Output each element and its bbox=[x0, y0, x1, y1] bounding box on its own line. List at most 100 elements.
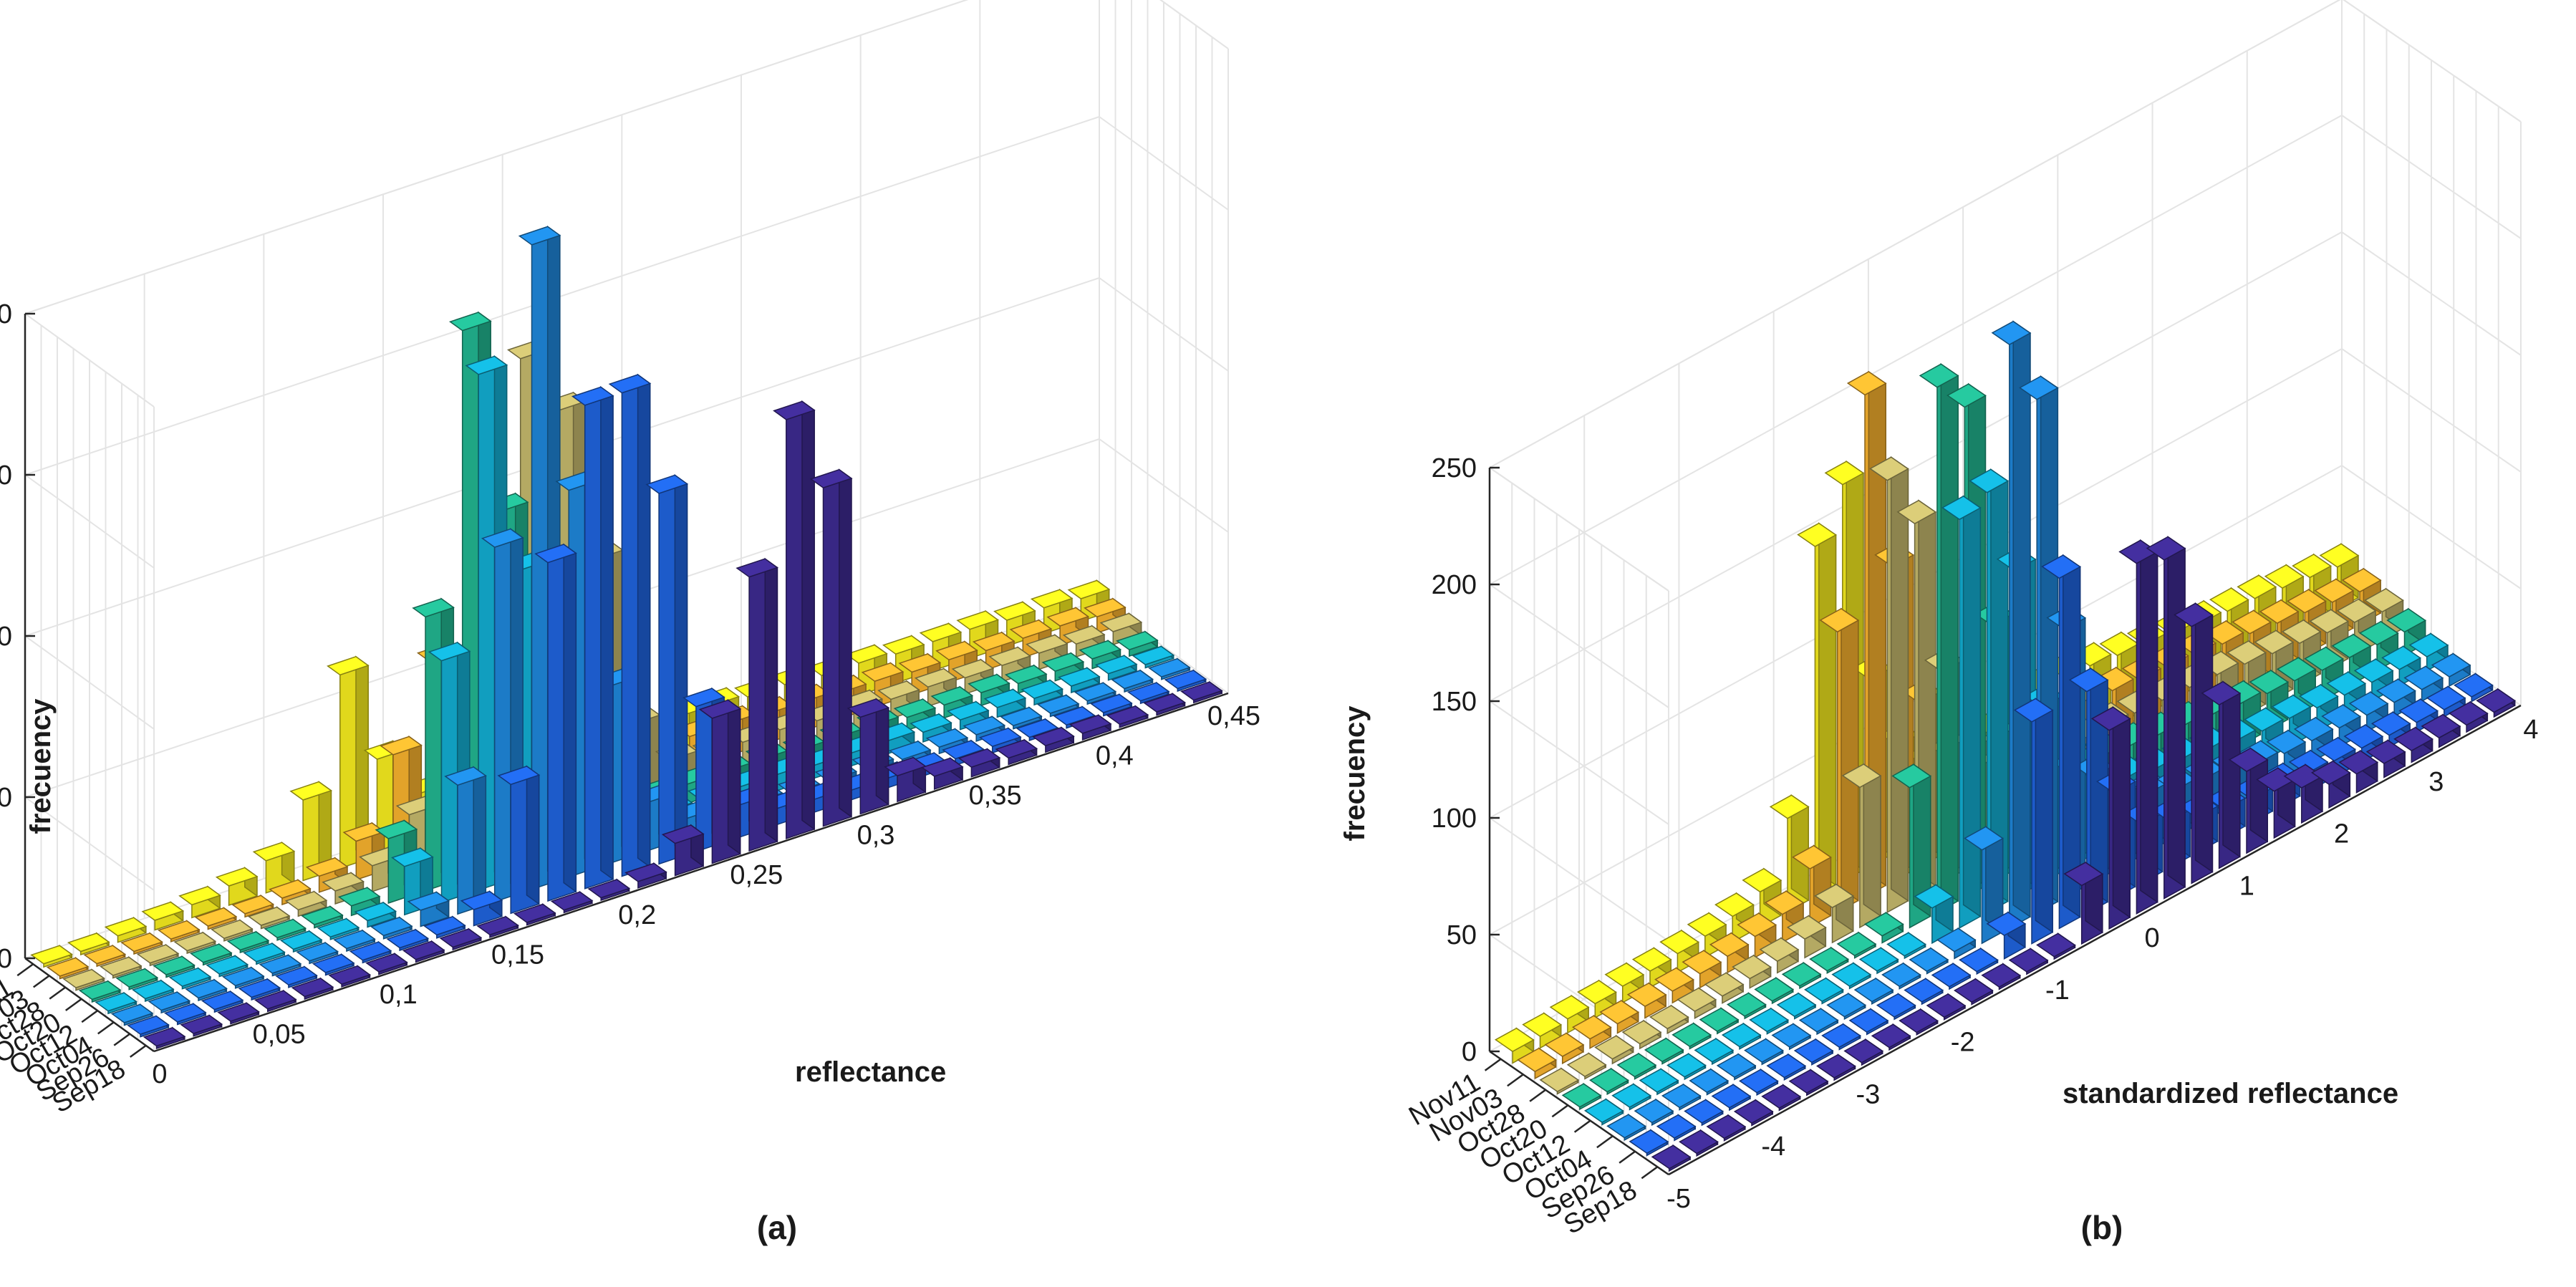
x-tick-label: -5 bbox=[1666, 1184, 1691, 1214]
bar bbox=[189, 943, 233, 966]
bar bbox=[1099, 612, 1143, 646]
x-tick-label: 0,3 bbox=[857, 821, 895, 851]
bar bbox=[1863, 911, 1904, 944]
bar bbox=[386, 928, 430, 952]
bar bbox=[2370, 710, 2411, 748]
bar bbox=[1759, 937, 1800, 974]
bar bbox=[2454, 673, 2494, 703]
bar bbox=[1684, 1099, 1724, 1127]
bar bbox=[1164, 669, 1207, 693]
bar bbox=[661, 824, 705, 877]
bar bbox=[645, 473, 689, 865]
bar bbox=[1074, 681, 1117, 705]
z-tick-label: 0 bbox=[0, 944, 12, 974]
bar bbox=[1959, 947, 1999, 975]
bar bbox=[1941, 495, 1982, 929]
bar bbox=[1689, 1068, 1730, 1096]
bar bbox=[243, 942, 286, 965]
bar bbox=[168, 967, 212, 990]
bar bbox=[1981, 963, 2022, 990]
bar bbox=[1687, 912, 1727, 958]
bar bbox=[1094, 654, 1138, 681]
bar bbox=[2338, 749, 2379, 794]
bar bbox=[143, 1026, 186, 1050]
bar bbox=[1754, 976, 1795, 1005]
bar bbox=[238, 978, 281, 1001]
bar bbox=[1599, 999, 1640, 1034]
panel-b-chart: 050100150200250-5-4-3-2-101234Nov11Nov03… bbox=[1339, 0, 2539, 1246]
bar bbox=[1583, 1098, 1624, 1126]
bar bbox=[1986, 911, 2027, 960]
bar bbox=[1566, 1052, 1607, 1080]
bar bbox=[1116, 630, 1159, 657]
bar bbox=[402, 940, 445, 963]
z-tick-label: 200 bbox=[0, 299, 12, 329]
bar bbox=[62, 968, 105, 991]
bar bbox=[513, 903, 556, 926]
bar bbox=[163, 1002, 207, 1026]
bar bbox=[1904, 977, 1944, 1006]
z-tick-label: 50 bbox=[1447, 920, 1477, 950]
bar bbox=[2421, 713, 2461, 748]
bar bbox=[1732, 954, 1772, 989]
bar bbox=[296, 941, 339, 965]
bar bbox=[1631, 947, 1672, 988]
bar bbox=[99, 955, 143, 979]
bar bbox=[269, 879, 312, 906]
bar bbox=[1953, 978, 1994, 1006]
x-tick-label: 0,15 bbox=[491, 940, 544, 970]
x-tick-label: 0,2 bbox=[618, 900, 656, 930]
bar bbox=[1749, 1007, 1790, 1035]
bar bbox=[2013, 698, 2054, 945]
bar bbox=[1716, 1053, 1757, 1081]
panel-a-grid bbox=[24, 0, 1229, 1052]
bar bbox=[1788, 1069, 1829, 1096]
panel-label: (a) bbox=[757, 1209, 797, 1246]
bar bbox=[1651, 1144, 1692, 1172]
bar bbox=[349, 940, 392, 964]
bar bbox=[608, 373, 652, 877]
bar bbox=[550, 890, 594, 914]
bar bbox=[279, 930, 323, 953]
bar bbox=[1733, 1099, 1774, 1127]
bar bbox=[1826, 992, 1867, 1021]
bar bbox=[289, 781, 333, 882]
bar bbox=[1143, 693, 1187, 716]
bar bbox=[217, 1001, 260, 1025]
bar bbox=[1814, 883, 1855, 944]
bar bbox=[1936, 927, 1977, 960]
bar bbox=[1561, 1082, 1602, 1111]
bar bbox=[2393, 726, 2433, 763]
bar bbox=[157, 920, 201, 943]
bar bbox=[194, 907, 238, 930]
panel-label: (b) bbox=[2081, 1209, 2123, 1246]
bar bbox=[1036, 694, 1080, 718]
bar bbox=[444, 766, 487, 915]
series-axis-line bbox=[24, 957, 155, 1053]
bar bbox=[1869, 455, 1909, 914]
bar bbox=[1831, 962, 1872, 990]
bar bbox=[1132, 645, 1175, 669]
bar bbox=[1881, 962, 1921, 990]
bar bbox=[1127, 681, 1170, 705]
bar bbox=[1926, 993, 1967, 1021]
bar bbox=[1909, 947, 1949, 975]
bar bbox=[201, 990, 244, 1013]
bar bbox=[264, 918, 307, 941]
bar bbox=[1694, 1037, 1735, 1066]
bar bbox=[1111, 669, 1154, 693]
bar bbox=[735, 557, 779, 852]
bar bbox=[1639, 1068, 1679, 1096]
bar bbox=[120, 932, 163, 955]
bar bbox=[1914, 884, 1954, 945]
bar bbox=[327, 655, 370, 869]
bar bbox=[30, 944, 73, 968]
bar bbox=[1764, 890, 1805, 943]
bar bbox=[1871, 1023, 1911, 1051]
x-tick-label: 0,25 bbox=[730, 860, 783, 890]
x-tick-label: 0 bbox=[2145, 923, 2160, 953]
bar bbox=[2358, 620, 2399, 672]
x-tick-label: 3 bbox=[2428, 767, 2444, 797]
bar bbox=[1522, 1012, 1563, 1049]
bar bbox=[2476, 688, 2517, 718]
